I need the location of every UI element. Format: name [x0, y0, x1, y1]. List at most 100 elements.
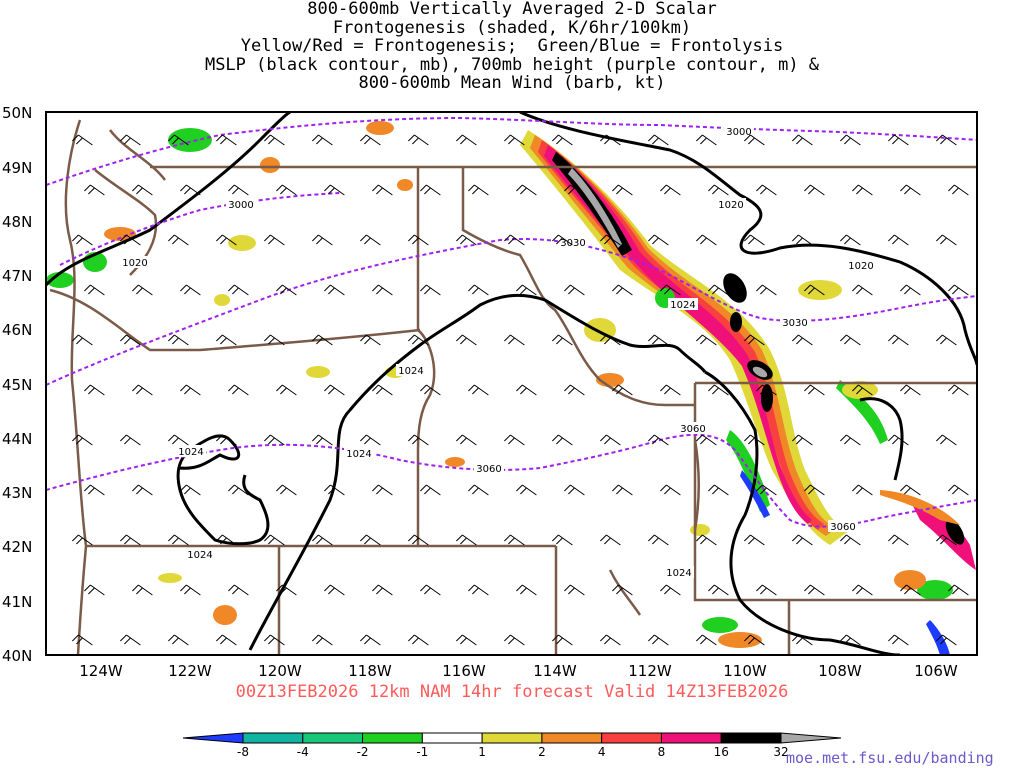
wind-barb: [792, 534, 813, 546]
wind-barb: [708, 184, 729, 196]
wind-barb: [168, 234, 189, 246]
wind-barb: [84, 384, 105, 396]
wind-barb: [936, 634, 957, 646]
wind-barb: [600, 634, 621, 646]
colorbar-swatch: [481, 732, 543, 744]
lat-label-40n: 40N: [2, 647, 32, 665]
frontogenesis-core-black-2: [723, 273, 747, 303]
colorbar-label: -1: [416, 745, 428, 759]
wind-barb: [840, 334, 861, 346]
wind-barb: [276, 584, 297, 596]
forecast-valid-line: 00Z13FEB2026 12km NAM 14hr forecast Vali…: [235, 682, 789, 702]
fg-blob: [397, 179, 413, 191]
fg-blob: [260, 157, 280, 173]
wind-barb: [852, 484, 873, 496]
frontolysis-blue-1: [740, 470, 770, 518]
wind-barb: [504, 234, 525, 246]
wind-barb: [360, 534, 381, 546]
utah-lake-outline: [608, 439, 700, 616]
title-line-5: 800-600mb Mean Wind (barb, kt): [358, 73, 666, 93]
colorbar-label: -8: [237, 745, 249, 759]
wind-barb: [228, 384, 249, 396]
height-label-3000-north: 3000: [726, 127, 751, 138]
wind-barb: [708, 584, 729, 596]
wind-barb: [792, 434, 813, 446]
wind-barb: [360, 334, 381, 346]
height-label-3030-east: 3030: [782, 318, 807, 329]
frontolysis-green-7: [917, 580, 953, 600]
wind-barb: [324, 484, 345, 496]
wind-barb: [84, 484, 105, 496]
lat-label-47n: 47N: [2, 267, 32, 285]
or-id-border: [416, 329, 436, 546]
mslp-label-1020-west: 1020: [122, 258, 147, 269]
frontolysis-green-4: [46, 272, 74, 288]
height-contour-3060: [46, 433, 977, 528]
wind-barb: [852, 584, 873, 596]
colorbar-label: 8: [658, 745, 666, 759]
title-line-3: Yellow/Red = Frontogenesis; Green/Blue =…: [240, 36, 784, 56]
colorbar-label: 2: [538, 745, 546, 759]
wind-barb: [168, 434, 189, 446]
wind-barb: [456, 634, 477, 646]
wind-barb: [612, 384, 633, 396]
wind-barb: [552, 534, 573, 546]
wind-barb: [180, 484, 201, 496]
colorbar-label: -4: [297, 745, 309, 759]
wind-barb: [516, 584, 537, 596]
wind-barb: [360, 234, 381, 246]
wind-barb: [228, 584, 249, 596]
height-label-3030-center: 3030: [560, 238, 585, 249]
lon-label-108w: 108W: [818, 662, 862, 680]
wind-barb: [804, 584, 825, 596]
wind-barb: [72, 634, 93, 646]
fg-blob: [445, 457, 465, 467]
fg-blob: [213, 605, 237, 625]
title-line-1: 800-600mb Vertically Averaged 2-D Scalar: [307, 0, 717, 19]
frontogenesis-se-core: [945, 519, 965, 545]
wind-barb: [168, 334, 189, 346]
wind-barb: [84, 284, 105, 296]
wind-barb: [804, 184, 825, 196]
wind-barb: [408, 134, 429, 146]
wind-barb: [744, 134, 765, 146]
mslp-label-1024-ne: 1024: [670, 300, 695, 311]
wind-barb: [564, 384, 585, 396]
frontogenesis-core-black-3: [730, 312, 742, 332]
pacific-coast: [64, 119, 88, 655]
wind-barb: [324, 384, 345, 396]
wind-barb: [504, 434, 525, 446]
colorbar-swatch: [660, 732, 722, 744]
wind-barb: [612, 284, 633, 296]
wind-barb: [120, 434, 141, 446]
wind-barb: [72, 334, 93, 346]
wind-barb: [600, 234, 621, 246]
wind-barb: [840, 534, 861, 546]
wind-barb: [180, 184, 201, 196]
fg-blob: [104, 227, 136, 241]
wind-barb: [468, 484, 489, 496]
wind-barb: [168, 134, 189, 146]
wind-barb: [456, 534, 477, 546]
wind-barb: [660, 184, 681, 196]
mslp-contour-1020-west: [46, 112, 291, 287]
wind-barb: [216, 334, 237, 346]
wind-barb: [264, 134, 285, 146]
wind-barb: [516, 184, 537, 196]
mslp-label-1020-east: 1020: [848, 261, 873, 272]
colorbar-swatch: [421, 732, 483, 744]
mslp-label-1024-se: 1024: [666, 568, 691, 579]
wind-barb: [936, 534, 957, 546]
colorbar-swatch: [362, 732, 423, 744]
longitude-axis: 124W 122W 120W 118W 116W 114W 112W 110W …: [79, 662, 958, 680]
frontogenesis-shading: [46, 121, 976, 655]
wind-barb: [936, 434, 957, 446]
wind-barb: [420, 584, 441, 596]
mslp-label-1024-mid: 1024: [346, 449, 371, 460]
source-credit[interactable]: moe.met.fsu.edu/banding: [786, 749, 994, 767]
colorbar-label: 4: [598, 745, 606, 759]
wy-box: [693, 381, 977, 602]
colorbar-swatch: [242, 732, 304, 744]
wind-barb: [504, 634, 525, 646]
wind-barb: [516, 284, 537, 296]
